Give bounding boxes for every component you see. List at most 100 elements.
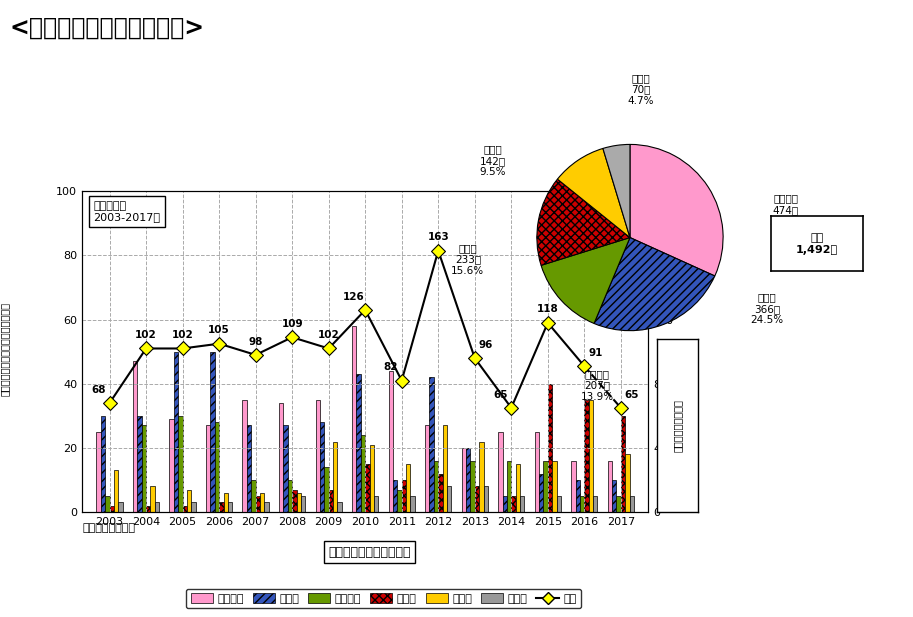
- Text: 96: 96: [478, 340, 493, 350]
- Point: [212, 339, 226, 349]
- Bar: [507, 461, 511, 512]
- Bar: [292, 490, 297, 512]
- Bar: [389, 371, 393, 512]
- Bar: [110, 506, 114, 512]
- Bar: [224, 493, 228, 512]
- Bar: [520, 496, 524, 512]
- Bar: [608, 461, 612, 512]
- Bar: [119, 502, 122, 512]
- Bar: [256, 496, 260, 512]
- Wedge shape: [630, 144, 723, 276]
- Bar: [365, 464, 370, 512]
- Bar: [584, 400, 589, 512]
- Bar: [100, 416, 105, 512]
- Bar: [105, 496, 110, 512]
- Bar: [356, 374, 361, 512]
- Bar: [612, 480, 616, 512]
- Wedge shape: [594, 238, 715, 331]
- Bar: [361, 435, 365, 512]
- Bar: [329, 490, 333, 512]
- Bar: [301, 496, 305, 512]
- Text: 118: 118: [537, 304, 559, 315]
- Bar: [338, 502, 341, 512]
- Text: 82: 82: [383, 362, 398, 372]
- Point: [394, 376, 409, 386]
- Text: 68: 68: [91, 384, 106, 395]
- Bar: [151, 486, 155, 512]
- Bar: [133, 362, 137, 512]
- Point: [577, 361, 592, 371]
- Bar: [374, 496, 378, 512]
- Point: [175, 344, 190, 354]
- Bar: [316, 400, 320, 512]
- Bar: [557, 496, 561, 512]
- Bar: [393, 480, 397, 512]
- Bar: [243, 400, 247, 512]
- Bar: [484, 486, 488, 512]
- Bar: [297, 493, 301, 512]
- Bar: [466, 448, 470, 512]
- Bar: [320, 422, 324, 512]
- Bar: [265, 502, 268, 512]
- Bar: [539, 474, 543, 512]
- Bar: [155, 502, 159, 512]
- Bar: [402, 480, 406, 512]
- Bar: [251, 480, 256, 512]
- Bar: [511, 496, 516, 512]
- Bar: [397, 490, 402, 512]
- Bar: [279, 403, 283, 512]
- Bar: [352, 326, 356, 512]
- Text: 98: 98: [248, 336, 263, 347]
- Text: 合計
1,492件: 合計 1,492件: [796, 233, 838, 255]
- Point: [321, 344, 336, 354]
- Wedge shape: [558, 149, 630, 238]
- Text: 米国籍
366件
24.5%: 米国籍 366件 24.5%: [750, 292, 783, 325]
- Bar: [187, 490, 192, 512]
- Bar: [552, 461, 557, 512]
- Wedge shape: [541, 238, 630, 323]
- Bar: [593, 496, 597, 512]
- Bar: [215, 422, 219, 512]
- Bar: [434, 461, 438, 512]
- Text: 優先権主張
2003-2017年: 優先権主張 2003-2017年: [93, 201, 161, 223]
- Bar: [192, 502, 195, 512]
- Text: 出願人国籍・地域別出願件数（件）: 出願人国籍・地域別出願件数（件）: [0, 302, 9, 395]
- Text: 109: 109: [281, 319, 303, 329]
- Bar: [438, 474, 443, 512]
- Text: 91: 91: [588, 348, 603, 358]
- Bar: [210, 352, 215, 512]
- Bar: [228, 502, 232, 512]
- Point: [102, 398, 117, 408]
- Text: その他
70件
4.7%: その他 70件 4.7%: [627, 73, 655, 106]
- Bar: [616, 496, 621, 512]
- Bar: [447, 486, 451, 512]
- Bar: [443, 426, 447, 512]
- Bar: [333, 442, 338, 512]
- Text: 出願年（優先権主張年）: 出願年（優先権主張年）: [329, 545, 411, 559]
- Bar: [498, 432, 502, 512]
- Bar: [260, 493, 265, 512]
- Bar: [247, 426, 251, 512]
- Point: [285, 333, 299, 342]
- Text: 163: 163: [427, 232, 449, 242]
- Bar: [173, 352, 178, 512]
- Bar: [425, 426, 429, 512]
- Bar: [462, 448, 466, 512]
- Text: 126: 126: [343, 292, 365, 302]
- Bar: [219, 502, 224, 512]
- Text: 65: 65: [624, 389, 639, 399]
- Text: 韓国籍
142件
9.5%: 韓国籍 142件 9.5%: [479, 144, 507, 178]
- Text: 102: 102: [318, 330, 340, 340]
- Bar: [543, 461, 548, 512]
- Bar: [114, 470, 119, 512]
- Bar: [406, 464, 411, 512]
- Bar: [97, 432, 100, 512]
- Bar: [630, 496, 634, 512]
- Bar: [324, 467, 329, 512]
- Bar: [572, 461, 575, 512]
- Point: [504, 403, 519, 413]
- Point: [358, 305, 373, 315]
- Bar: [502, 496, 507, 512]
- Bar: [625, 454, 630, 512]
- Text: 出願人国籍・地域: 出願人国籍・地域: [82, 523, 135, 532]
